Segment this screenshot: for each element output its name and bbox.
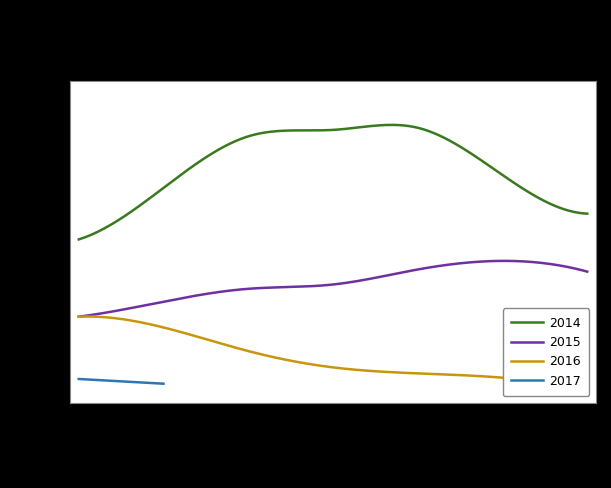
2014 [75, 237, 82, 243]
2015 [505, 258, 513, 264]
2016 [84, 314, 91, 320]
2016 [329, 365, 336, 370]
2017 [75, 376, 82, 382]
Legend: 2014, 2015, 2016, 2017: 2014, 2015, 2016, 2017 [503, 308, 590, 396]
2015 [538, 260, 545, 266]
2014 [538, 197, 545, 203]
2016 [327, 364, 335, 370]
2016 [76, 314, 84, 320]
2015 [77, 314, 84, 320]
Line: 2014: 2014 [79, 125, 587, 240]
2016 [461, 372, 468, 378]
2015 [500, 258, 508, 264]
2014 [378, 122, 385, 128]
2014 [376, 122, 384, 128]
Line: 2015: 2015 [79, 261, 587, 317]
2015 [386, 272, 393, 278]
2015 [584, 269, 591, 275]
2014 [386, 122, 393, 128]
Line: 2017: 2017 [79, 379, 164, 384]
2014 [388, 122, 395, 128]
2016 [336, 365, 343, 371]
2015 [75, 314, 82, 320]
2014 [77, 236, 84, 242]
2016 [75, 314, 82, 320]
2016 [499, 375, 506, 381]
Line: 2016: 2016 [79, 317, 502, 378]
2014 [505, 177, 513, 183]
2015 [376, 274, 384, 280]
2014 [584, 211, 591, 217]
2015 [378, 274, 385, 280]
2016 [434, 371, 441, 377]
2017 [160, 381, 167, 386]
